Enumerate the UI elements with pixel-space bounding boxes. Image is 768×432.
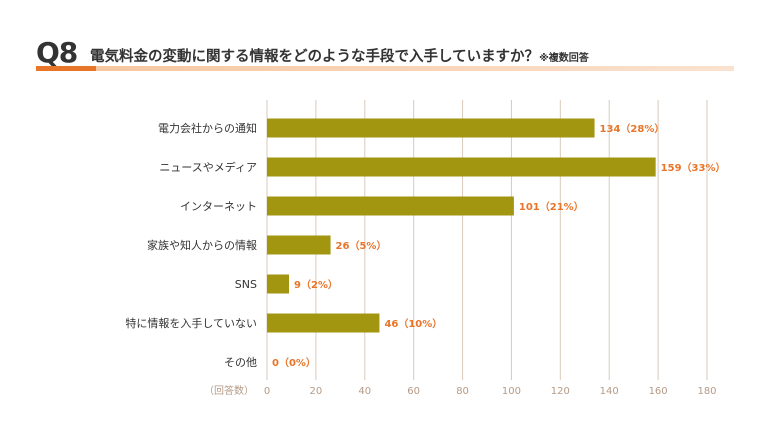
x-tick-label: 120 (551, 386, 570, 397)
grid-lines (266, 100, 708, 380)
x-axis-ticks: （回答数） 0 20 40 60 80 100 120 140 160 180 (204, 384, 717, 397)
question-number: Q8 (36, 36, 78, 69)
x-tick-label: 0 (264, 386, 270, 397)
x-tick-label: 60 (407, 386, 420, 397)
question-header: Q8 電気料金の変動に関する情報をどのような手段で入手していますか？※複数回答 (0, 0, 768, 80)
data-label: 134（28%） (600, 122, 665, 135)
category-label: 特に情報を入手していない (125, 316, 257, 330)
category-label: その他 (224, 356, 257, 369)
question-text: 電気料金の変動に関する情報をどのような手段で入手していますか？ (90, 49, 540, 65)
bar (267, 196, 514, 216)
category-label: 電力会社からの通知 (158, 121, 257, 135)
x-tick-label: 140 (600, 386, 619, 397)
bar (267, 118, 595, 138)
data-label: 46（10%） (384, 317, 442, 330)
category-label: ニュースやメディア (159, 160, 257, 174)
x-tick-label: 160 (649, 386, 668, 397)
data-label: 26（5%） (336, 239, 387, 252)
bar (267, 313, 380, 333)
x-axis-label: （回答数） (204, 384, 254, 397)
category-label: 家族や知人からの情報 (147, 238, 257, 252)
bars (267, 118, 656, 333)
title-underline (36, 66, 734, 71)
data-label: 0（0%） (272, 356, 316, 369)
x-tick-label: 180 (697, 386, 716, 397)
bar (267, 274, 289, 294)
data-label: 159（33%） (661, 161, 726, 174)
x-tick-label: 20 (310, 386, 323, 397)
category-label: SNS (235, 278, 257, 291)
question-note: ※複数回答 (539, 53, 589, 64)
value-labels: 134（28%） 159（33%） 101（21%） 26（5%） 9（2%） 46（10… (272, 122, 725, 369)
bar (267, 157, 656, 177)
x-tick-label: 100 (502, 386, 521, 397)
category-label: インターネット (180, 200, 257, 213)
x-tick-label: 40 (358, 386, 371, 397)
data-label: 9（2%） (294, 278, 338, 291)
data-label: 101（21%） (519, 200, 584, 213)
question-title: 電気料金の変動に関する情報をどのような手段で入手していますか？※複数回答 (90, 45, 589, 66)
x-tick-label: 80 (456, 386, 469, 397)
bar (267, 235, 331, 255)
